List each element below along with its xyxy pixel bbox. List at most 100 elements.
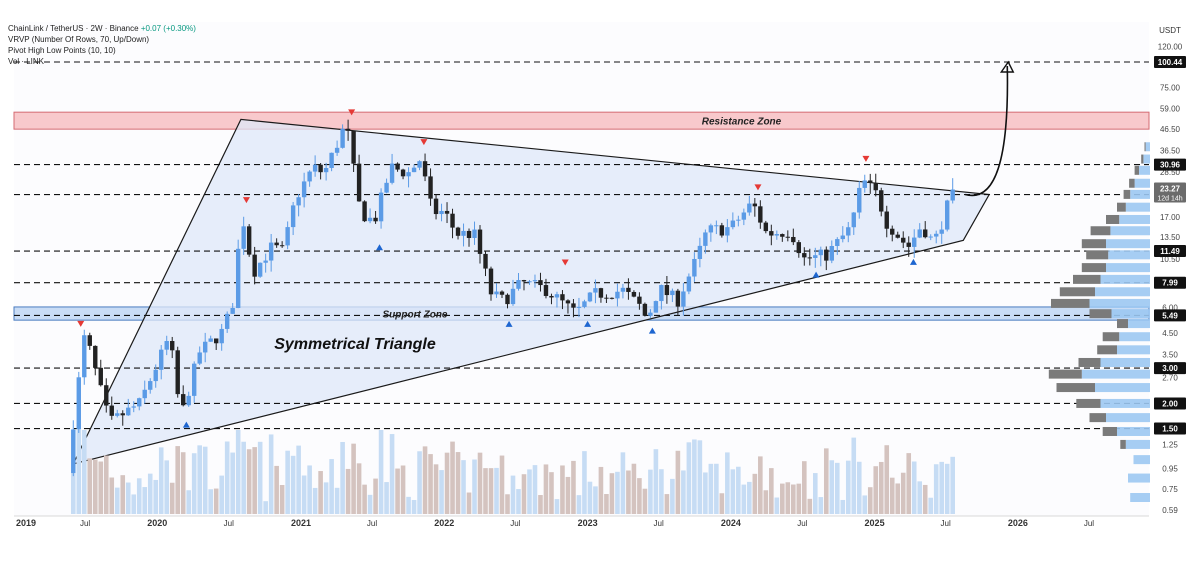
volume-bar [609, 473, 615, 514]
pivot-low-marker [812, 271, 820, 278]
indicator-volume[interactable]: Vol · LINK [8, 57, 45, 66]
volume-bar [81, 430, 87, 514]
candle [560, 290, 565, 310]
candle [939, 221, 944, 244]
candle [494, 283, 499, 298]
volume-bar [823, 448, 829, 514]
volume-profile-down [1102, 332, 1120, 342]
candle-body [565, 300, 571, 304]
volume-bar [840, 499, 846, 514]
candle [697, 237, 703, 268]
chart-header-symbol[interactable]: ChainLink / TetherUS · 2W · Binance +0.0… [8, 24, 196, 34]
volume-bar [758, 456, 763, 514]
volume-bar [345, 468, 351, 514]
candle [93, 345, 98, 376]
price-level-tag-label: 3.00 [1162, 364, 1178, 373]
volume-bar [417, 451, 422, 514]
volume-bar [516, 489, 521, 514]
volume-bar [796, 483, 802, 514]
indicator-vrvp[interactable]: VRVP (Number Of Rows, 70, Up/Down) [8, 35, 150, 44]
volume-bar [274, 465, 279, 514]
volume-bar [763, 490, 769, 514]
candle [356, 154, 362, 202]
volume-bar [862, 495, 868, 514]
candle [120, 410, 125, 426]
candle [587, 291, 593, 303]
price-tick-label: 75.00 [1160, 83, 1181, 92]
volume-bar [812, 473, 818, 514]
volume-profile-down [1097, 345, 1117, 355]
candle-body [686, 276, 692, 292]
volume-bar [483, 468, 488, 514]
candle-body [208, 338, 213, 342]
time-tick-label: Jul [941, 519, 951, 528]
volume-profile-up [1117, 345, 1150, 355]
candle [884, 205, 889, 238]
volume-bar [505, 494, 510, 514]
volume-bar [257, 441, 263, 514]
pivot-low-marker [909, 258, 917, 265]
volume-profile-up [1139, 165, 1150, 175]
volume-profile-down [1078, 357, 1101, 367]
candle [851, 212, 856, 235]
volume-profile-down [1081, 263, 1106, 273]
candle-body [494, 291, 499, 295]
volume-profile-up [1106, 413, 1150, 423]
price-level-tag [1154, 397, 1186, 410]
candle [620, 283, 626, 299]
candle-body [323, 168, 329, 173]
volume-profile-down [1123, 189, 1131, 199]
candle-body [939, 229, 944, 234]
price-tick-label: 46.50 [1160, 125, 1181, 134]
volume-bar [230, 452, 235, 514]
candle-body [516, 280, 521, 289]
volume-profile-up [1134, 178, 1150, 188]
candle [868, 173, 873, 194]
candle-body [648, 312, 653, 316]
volume-profile-down [1102, 426, 1117, 436]
price-level-tag-label: 11.49 [1160, 247, 1180, 256]
volume-bar [532, 465, 538, 514]
volume-profile-up [1095, 383, 1150, 393]
volume-bar [472, 459, 477, 514]
candle-body [758, 206, 763, 223]
candle-body [312, 164, 318, 172]
volume-bar [477, 452, 483, 514]
candle [71, 420, 76, 477]
candle [593, 279, 598, 304]
volume-bar [202, 446, 208, 514]
volume-bar [213, 488, 219, 514]
price-level-tag [1154, 309, 1186, 322]
candle-body [675, 290, 681, 307]
time-tick-label: 2019 [16, 518, 36, 528]
candle [510, 279, 516, 306]
candle [521, 279, 527, 291]
volume-profile-down [1059, 287, 1095, 297]
candle-body [840, 235, 845, 240]
candle [818, 246, 823, 267]
candle-body [681, 291, 686, 307]
pivot-low-marker [182, 421, 190, 428]
volume-bar [878, 461, 884, 514]
candle [208, 335, 213, 342]
volume-profile-up [1100, 274, 1150, 284]
time-tick-label: 2024 [721, 518, 741, 528]
candle [725, 219, 730, 243]
candle [384, 178, 389, 194]
candle [736, 215, 741, 227]
volume-bar [648, 469, 653, 514]
volume-bar [103, 455, 109, 514]
candle [230, 303, 235, 314]
indicator-pivot[interactable]: Pivot High Low Points (10, 10) [8, 46, 116, 55]
volume-bar [736, 466, 741, 514]
candle [791, 228, 796, 246]
candle [301, 172, 307, 208]
candle-body [571, 303, 576, 308]
candle-body [846, 227, 851, 236]
time-tick-label: 2025 [865, 518, 885, 528]
candle [796, 240, 802, 258]
volume-profile-down [1051, 298, 1090, 308]
candle-body [703, 232, 708, 246]
candle [340, 124, 345, 149]
